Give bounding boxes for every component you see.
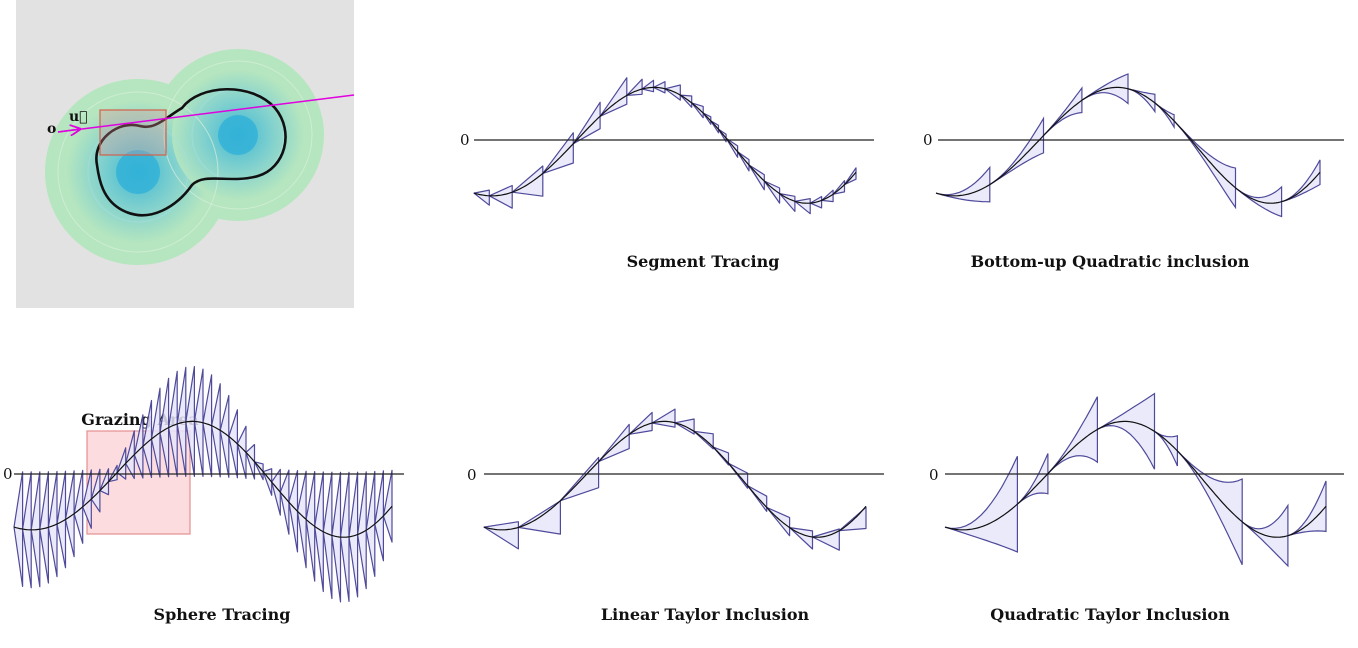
bound-polygons [483,408,867,551]
bound-polygon [693,430,714,450]
bound-polygon [559,456,600,502]
bound-polygon [748,164,765,191]
plot-title: Segment Tracing [627,252,780,271]
bound-polygon [778,193,796,212]
bottom-up-quadratic-plot: 0 Bottom-up Quadratic inclusion [923,73,1344,271]
bound-polygon [626,78,643,97]
bound-polygon [382,469,393,543]
bound-polygons [944,392,1327,568]
bound-polygon [766,506,791,537]
bound-polygon [488,184,513,209]
bound-polygon [1281,159,1321,203]
function-curve [944,420,1327,538]
bound-polygon [832,180,846,195]
function-curve [483,420,867,538]
plot-title: Sphere Tracing [154,605,291,624]
bound-polygon [73,469,84,544]
bound-polygon [1047,396,1098,475]
bound-polygons [13,366,393,603]
bound-polygon [236,425,247,479]
bound-polygon [288,470,299,553]
bound-polygon [56,470,67,569]
bound-polygon [219,394,230,478]
zero-label: 0 [3,465,13,483]
bound-polygon [542,132,574,174]
zero-label: 0 [467,466,477,484]
bound-polygon [365,470,376,578]
bound-polygon [1287,480,1327,537]
bound-polygon [651,408,676,428]
bound-polygon [843,167,857,186]
bound-polygon [944,456,1018,553]
bound-polygon [228,409,238,479]
bound-polygons [473,77,857,215]
bound-polygon [473,189,490,206]
plot-title: Quadratic Taylor Inclusion [990,605,1230,624]
distance-field [45,49,324,265]
ray-line [57,94,355,133]
inset-panel: o u⃗ [16,0,355,308]
bound-polygon [691,102,704,119]
bound-polygon [1173,120,1237,210]
quadratic-taylor-plot: 0 Quadratic Taylor Inclusion [929,392,1344,624]
bound-polygon [1043,86,1083,137]
bound-polygon [211,383,221,478]
bound-polygon [788,526,814,550]
linear-taylor-plot: 0 Linear Taylor Inclusion [467,408,884,624]
implicit-surface-contour [95,88,287,217]
function-curve [13,420,393,538]
bound-polygon [296,470,307,569]
bound-polygon [628,411,653,435]
bound-polygon [763,180,781,204]
bound-polygon [483,521,520,550]
bound-polygon [511,165,544,197]
bound-polygon [679,94,693,108]
bound-polygon [314,471,324,593]
bound-polygons [935,73,1321,218]
bound-polygon [989,116,1045,186]
bound-polygon [1154,102,1175,130]
sphere-tracing-plot: Grazing Area 0 Sphere Tracing [3,366,404,624]
bound-polygon [599,77,628,117]
bound-polygon [271,468,281,516]
bound-polygon [305,471,316,582]
bound-polygon [64,470,75,558]
zero-label: 0 [923,131,933,149]
bound-polygon [572,101,601,145]
function-curve [935,86,1321,204]
ray-origin-label: o [47,121,56,137]
bound-polygon [1176,450,1243,565]
zero-label: 0 [460,131,470,149]
bound-polygon [357,471,367,590]
bound-polygon [794,198,811,215]
segment-tracing-plot: 0 Segment Tracing [460,77,874,271]
grazing-bbox [99,109,167,156]
zero-label: 0 [929,466,939,484]
bound-polygon [1154,430,1178,467]
ray-direction-label: u⃗ [69,109,88,125]
plot-title: Bottom-up Quadratic inclusion [971,252,1250,271]
bound-polygon [279,469,290,535]
function-curve [473,86,857,204]
bound-polygon [641,79,655,93]
plot-title: Linear Taylor Inclusion [601,605,810,624]
bound-polygon [1097,392,1156,470]
bound-polygon [664,84,681,101]
bound-polygon [374,470,384,562]
ray-direction-arrow [57,129,80,132]
bound-polygon [935,165,991,203]
bound-polygon [597,423,630,463]
